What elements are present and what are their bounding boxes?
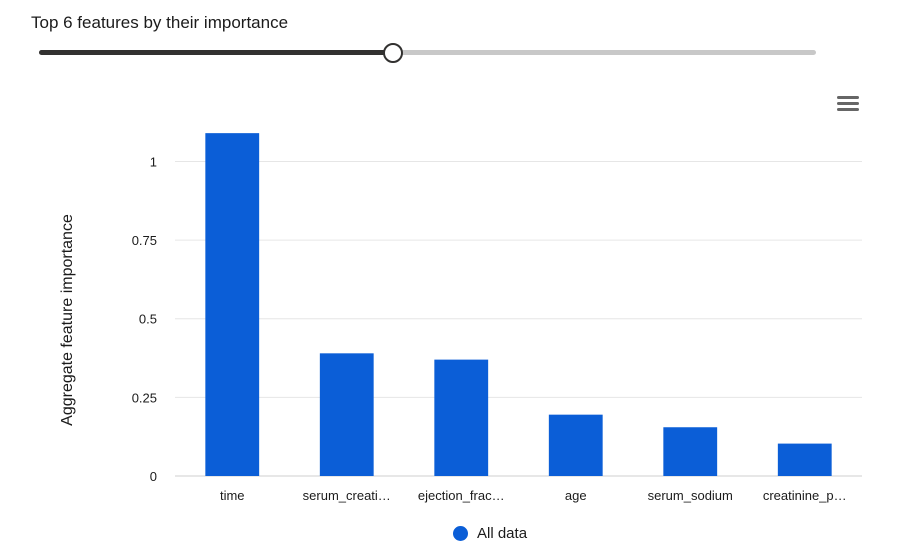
x-tick-label: ejection_frac… <box>418 488 505 503</box>
y-tick-label: 0.75 <box>132 233 157 248</box>
x-tick-label: serum_creati… <box>303 488 391 503</box>
y-axis-title: Aggregate feature importance <box>59 214 76 426</box>
chart-menu-button[interactable] <box>836 96 860 116</box>
x-tick-label: creatinine_p… <box>763 488 847 503</box>
bar-0[interactable] <box>205 133 260 477</box>
slider-track[interactable] <box>39 50 816 55</box>
y-axis-ticks: 0 0.25 0.5 0.75 1 <box>132 154 157 484</box>
hamburger-menu-icon <box>837 108 859 111</box>
hamburger-menu-icon <box>837 102 859 105</box>
hamburger-menu-icon <box>837 96 859 99</box>
gridlines <box>175 160 862 477</box>
y-tick-label: 0 <box>150 469 157 484</box>
y-tick-label: 1 <box>150 154 157 169</box>
legend-item-all-data[interactable]: All data <box>453 525 527 542</box>
legend-swatch <box>453 526 468 541</box>
x-tick-label: serum_sodium <box>648 488 733 503</box>
x-axis-ticks: time serum_creati… ejection_frac… age serum_… <box>220 488 847 503</box>
bar-4[interactable] <box>663 427 718 476</box>
legend-label: All data <box>477 525 528 542</box>
slider-title: Top 6 features by their importance <box>31 13 289 32</box>
bar-2[interactable] <box>434 359 489 476</box>
top-features-slider[interactable] <box>39 43 816 63</box>
y-tick-label: 0.25 <box>132 390 157 405</box>
bar-1[interactable] <box>319 353 374 476</box>
y-tick-label: 0.5 <box>139 312 157 327</box>
bar-5[interactable] <box>777 443 832 476</box>
slider-fill <box>39 50 393 55</box>
bars <box>205 133 832 477</box>
bar-3[interactable] <box>548 414 603 476</box>
slider-thumb[interactable] <box>382 43 403 63</box>
x-tick-label: time <box>220 488 245 503</box>
x-tick-label: age <box>565 488 587 503</box>
